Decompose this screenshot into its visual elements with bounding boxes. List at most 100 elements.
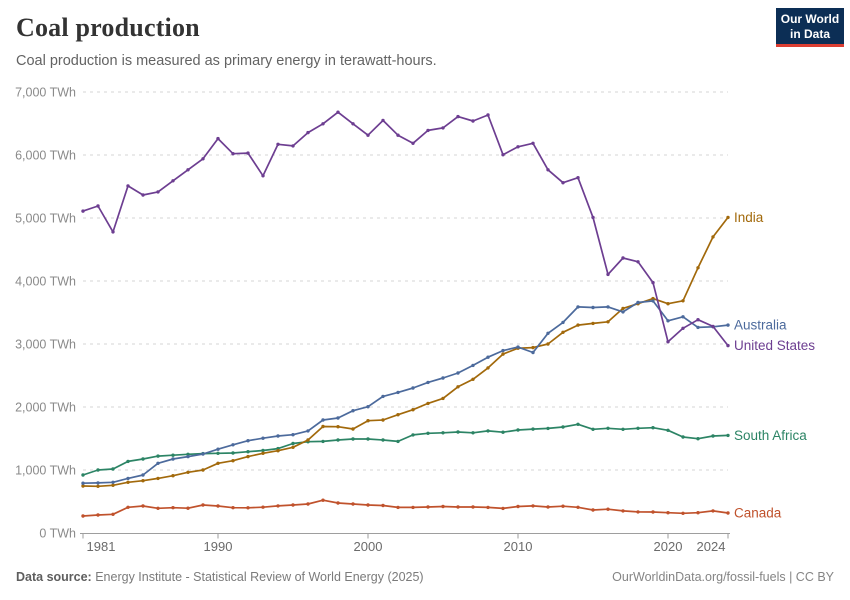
series-dot-canada bbox=[216, 504, 220, 508]
series-dot-india bbox=[441, 396, 445, 401]
series-dot-canada bbox=[711, 509, 715, 513]
x-axis-tick-label-2024: 2024 bbox=[697, 539, 726, 554]
series-dot-canada bbox=[186, 506, 190, 510]
series-dot-united-states bbox=[156, 190, 160, 194]
series-dot-australia bbox=[531, 350, 535, 355]
series-dot-india bbox=[381, 418, 385, 422]
series-dot-united-states bbox=[651, 280, 655, 285]
footer-link-text[interactable]: OurWorldinData.org/fossil-fuels | CC BY bbox=[612, 570, 834, 584]
y-axis-tick-label: 7,000 TWh bbox=[15, 86, 76, 100]
series-dot-india bbox=[501, 352, 505, 356]
series-line-south-africa[interactable] bbox=[82, 423, 729, 476]
series-dot-australia bbox=[606, 305, 610, 309]
series-dot-south-africa bbox=[546, 426, 550, 431]
series-dot-canada bbox=[111, 512, 115, 516]
series-dot-united-states bbox=[171, 179, 175, 183]
series-dot-united-states bbox=[681, 326, 685, 330]
series-dot-australia bbox=[141, 473, 145, 477]
series-dot-united-states bbox=[591, 215, 595, 220]
series-dot-south-africa bbox=[351, 437, 355, 441]
y-axis-tick-label: 0 TWh bbox=[39, 527, 76, 541]
series-line-india[interactable] bbox=[82, 216, 729, 488]
series-dot-india bbox=[231, 459, 235, 463]
series-dot-south-africa bbox=[666, 428, 670, 432]
series-dot-south-africa bbox=[681, 435, 685, 439]
series-label-south-africa[interactable]: South Africa bbox=[734, 428, 807, 443]
series-dot-india bbox=[456, 385, 460, 389]
series-dot-united-states bbox=[576, 176, 580, 180]
series-dot-australia bbox=[561, 320, 565, 325]
series-dot-united-states bbox=[531, 141, 535, 145]
series-line-australia[interactable] bbox=[82, 300, 729, 485]
series-dot-india bbox=[276, 449, 280, 453]
series-dot-australia bbox=[486, 355, 490, 359]
series-dot-australia bbox=[576, 305, 580, 309]
series-dot-india bbox=[726, 215, 730, 220]
series-dot-south-africa bbox=[156, 454, 160, 458]
series-dot-south-africa bbox=[471, 431, 475, 435]
series-dot-india bbox=[96, 484, 100, 488]
series-dot-india bbox=[81, 484, 85, 488]
series-label-united-states[interactable]: United States bbox=[734, 338, 815, 353]
series-dot-australia bbox=[216, 447, 220, 451]
owid-logo[interactable]: Our World in Data bbox=[776, 8, 844, 47]
series-dot-india bbox=[246, 454, 250, 459]
page-title: Coal production bbox=[16, 13, 200, 42]
series-dot-canada bbox=[171, 506, 175, 510]
series-dot-canada bbox=[516, 504, 520, 509]
series-dot-australia bbox=[81, 481, 85, 485]
series-dot-south-africa bbox=[216, 451, 220, 455]
series-dot-south-africa bbox=[126, 459, 130, 464]
series-dot-south-africa bbox=[96, 468, 100, 472]
series-dot-australia bbox=[246, 439, 250, 443]
series-dot-united-states bbox=[336, 110, 340, 114]
series-dot-australia bbox=[726, 323, 730, 327]
series-dot-australia bbox=[471, 363, 475, 368]
series-label-india[interactable]: India bbox=[734, 210, 764, 225]
series-dot-australia bbox=[201, 452, 205, 456]
series-dot-united-states bbox=[441, 126, 445, 130]
logo-line-2: in Data bbox=[789, 26, 830, 41]
series-dot-india bbox=[291, 445, 295, 449]
series-dot-south-africa bbox=[81, 473, 85, 477]
series-dot-south-africa bbox=[696, 437, 700, 441]
series-dot-united-states bbox=[96, 204, 100, 208]
series-dot-canada bbox=[141, 504, 145, 508]
series-dot-canada bbox=[726, 511, 730, 515]
series-dot-south-africa bbox=[411, 433, 415, 437]
series-dot-united-states bbox=[546, 168, 550, 172]
series-dot-australia bbox=[231, 443, 235, 447]
series-line-canada[interactable] bbox=[82, 499, 729, 517]
series-dot-south-africa bbox=[606, 426, 610, 430]
series-dot-south-africa bbox=[486, 429, 490, 433]
series-line-united-states[interactable] bbox=[82, 111, 729, 347]
series-dot-united-states bbox=[696, 318, 700, 322]
series-dot-australia bbox=[666, 319, 670, 323]
series-dot-united-states bbox=[111, 230, 115, 234]
series-dot-australia bbox=[501, 348, 505, 353]
series-dot-australia bbox=[111, 480, 115, 484]
series-dot-australia bbox=[591, 305, 595, 310]
series-label-australia[interactable]: Australia bbox=[734, 318, 787, 333]
series-dot-canada bbox=[351, 502, 355, 506]
page-subtitle: Coal production is measured as primary e… bbox=[16, 53, 437, 69]
series-dot-canada bbox=[441, 504, 445, 509]
series-dot-south-africa bbox=[141, 457, 145, 461]
series-dot-canada bbox=[156, 506, 160, 510]
series-dot-india bbox=[546, 342, 550, 346]
series-dot-united-states bbox=[81, 209, 85, 213]
series-dot-canada bbox=[651, 510, 655, 514]
series-dot-india bbox=[201, 468, 205, 472]
series-dot-india bbox=[396, 413, 400, 417]
series-dot-united-states bbox=[261, 174, 265, 178]
series-dot-canada bbox=[591, 508, 595, 512]
series-dot-india bbox=[576, 323, 580, 327]
series-dot-united-states bbox=[276, 142, 280, 146]
series-label-canada[interactable]: Canada bbox=[734, 505, 782, 520]
series-dot-united-states bbox=[201, 157, 205, 161]
footer: Data source: Energy Institute - Statisti… bbox=[0, 565, 850, 600]
series-dot-india bbox=[321, 424, 325, 429]
series-dot-south-africa bbox=[366, 437, 370, 441]
series-dot-united-states bbox=[516, 145, 520, 149]
